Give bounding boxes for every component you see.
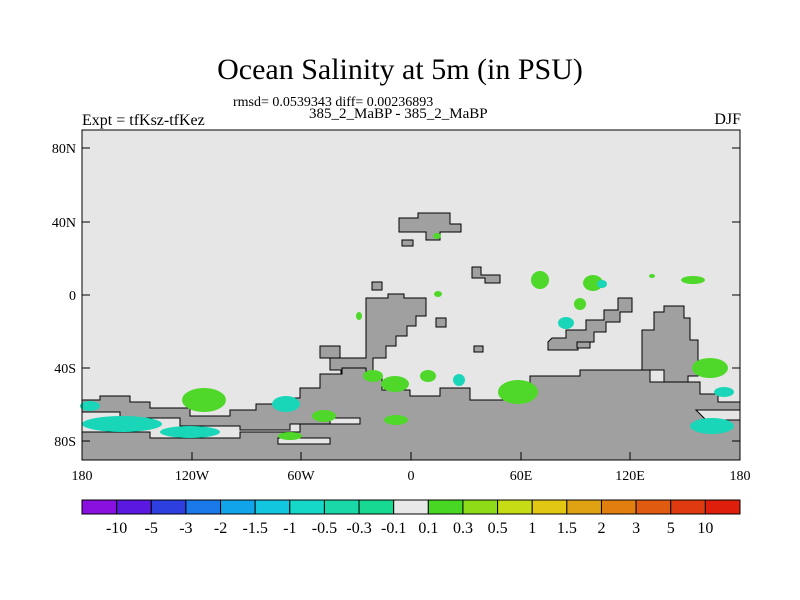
anom-pos-10	[384, 415, 408, 425]
colorbar-label: -0.1	[381, 520, 406, 537]
colorbar-swatch	[704, 499, 741, 515]
colorbar-label: -10	[106, 520, 127, 537]
anom-neg-4	[160, 426, 220, 438]
colorbar-label: -3	[179, 520, 192, 537]
colorbar-label: 1.5	[557, 520, 577, 537]
land-small-1	[576, 341, 591, 349]
run-comparison-label: 385_2_MaBP - 385_2_MaBP	[309, 106, 488, 122]
anom-pos-9	[692, 358, 728, 378]
y-tick-label: 40S	[54, 362, 76, 377]
colorbar-swatch	[81, 499, 118, 515]
anom-pos-11	[312, 410, 336, 422]
anom-pos-1	[531, 271, 549, 289]
colorbar-label: 0.3	[453, 520, 473, 537]
anom-pos-3	[681, 276, 705, 284]
colorbar-swatch	[462, 499, 499, 515]
colorbar-swatch	[600, 499, 637, 515]
colorbar-swatch	[427, 499, 464, 515]
season-label: DJF	[714, 111, 741, 128]
negative-anomalies	[80, 280, 734, 438]
anom-neg-6	[690, 418, 734, 434]
colorbar-swatch	[531, 499, 568, 515]
tick-marks	[81, 147, 741, 460]
y-tick-label: 80S	[54, 435, 76, 450]
land-arabia-bit	[471, 266, 501, 284]
colorbar-label: 0.5	[488, 520, 508, 537]
colorbar-swatch	[497, 499, 533, 515]
anom-neg-5	[272, 396, 300, 412]
x-tick-label: 60E	[510, 469, 533, 484]
x-tick-label: 120E	[615, 469, 645, 484]
colorbar-label: 2	[597, 520, 605, 537]
land-island-3	[473, 345, 484, 353]
land-spain-tip	[371, 281, 383, 291]
colorbar-swatch	[393, 499, 429, 515]
land-europe	[398, 212, 462, 241]
positive-anomalies	[182, 233, 728, 440]
colorbar-swatch	[670, 499, 706, 515]
anom-neg-3	[82, 416, 162, 432]
anom-pos-12	[182, 388, 226, 412]
colorbar-label: -0.5	[312, 520, 337, 537]
colorbar-swatch	[289, 499, 325, 515]
anom-neg-7	[714, 387, 734, 397]
anom-pos-5	[498, 380, 538, 404]
anom-neg-1	[558, 317, 574, 329]
colorbar-label: 3	[632, 520, 640, 537]
y-tick-label: 80N	[52, 142, 76, 157]
experiment-label: Expt = tfKsz-tfKez	[82, 112, 205, 129]
anom-pos-15	[434, 291, 442, 297]
colorbar-label: -2	[214, 520, 227, 537]
colorbar-label: 5	[667, 520, 675, 537]
land-italy	[401, 239, 414, 247]
colorbar-label: -5	[145, 520, 158, 537]
x-tick-label: 180	[730, 469, 751, 484]
land-island-2	[435, 317, 447, 328]
colorbar-swatch	[358, 499, 395, 515]
anom-pos-16	[356, 312, 362, 320]
anom-neg-2	[453, 374, 465, 386]
y-tick-label: 40N	[52, 216, 76, 231]
colorbar-label: -1.5	[242, 520, 267, 537]
anom-pos-4	[574, 298, 586, 310]
x-tick-label: 60W	[287, 469, 315, 484]
colorbar-label: 10	[697, 520, 713, 537]
x-tick-label: 120W	[175, 469, 210, 484]
land-australia-east	[641, 305, 699, 383]
anom-pos-14	[433, 233, 441, 239]
colorbar-label: 0.1	[418, 520, 438, 537]
x-tick-label: 180	[72, 469, 93, 484]
anom-neg-9	[597, 280, 607, 288]
anom-pos-13	[278, 432, 302, 440]
colorbar-swatch	[185, 499, 222, 515]
colorbar-swatch	[116, 499, 152, 515]
colorbar-label: -1	[283, 520, 296, 537]
y-tick-label: 0	[69, 289, 76, 304]
stats-subtitle: rmsd= 0.0539343 diff= 0.00236893	[233, 95, 434, 110]
anom-pos-7	[363, 370, 383, 382]
anom-pos-2	[583, 275, 603, 291]
colorbar-swatch	[254, 499, 291, 515]
anom-pos-17	[649, 274, 655, 278]
map-title: Ocean Salinity at 5m (in PSU)	[217, 53, 583, 86]
anom-pos-8	[420, 370, 436, 382]
colorbar: -10 -5 -3 -2 -1.5 -1 -0.5 -0.3 -0.1 0.1 0.3 0.5 1 1.5…	[81, 499, 741, 537]
colorbar-label: 1	[528, 520, 536, 537]
land-africa-west	[329, 293, 427, 379]
anom-pos-6	[381, 376, 409, 392]
colorbar-swatch	[566, 499, 602, 515]
colorbar-swatch	[150, 499, 187, 515]
land-island-1	[319, 345, 341, 359]
colorbar-swatch	[323, 499, 360, 515]
x-tick-label: 0	[408, 469, 415, 484]
colorbar-label: -0.3	[346, 520, 371, 537]
colorbar-swatch	[220, 499, 256, 515]
anom-neg-8	[80, 401, 100, 411]
colorbar-swatch	[635, 499, 672, 515]
